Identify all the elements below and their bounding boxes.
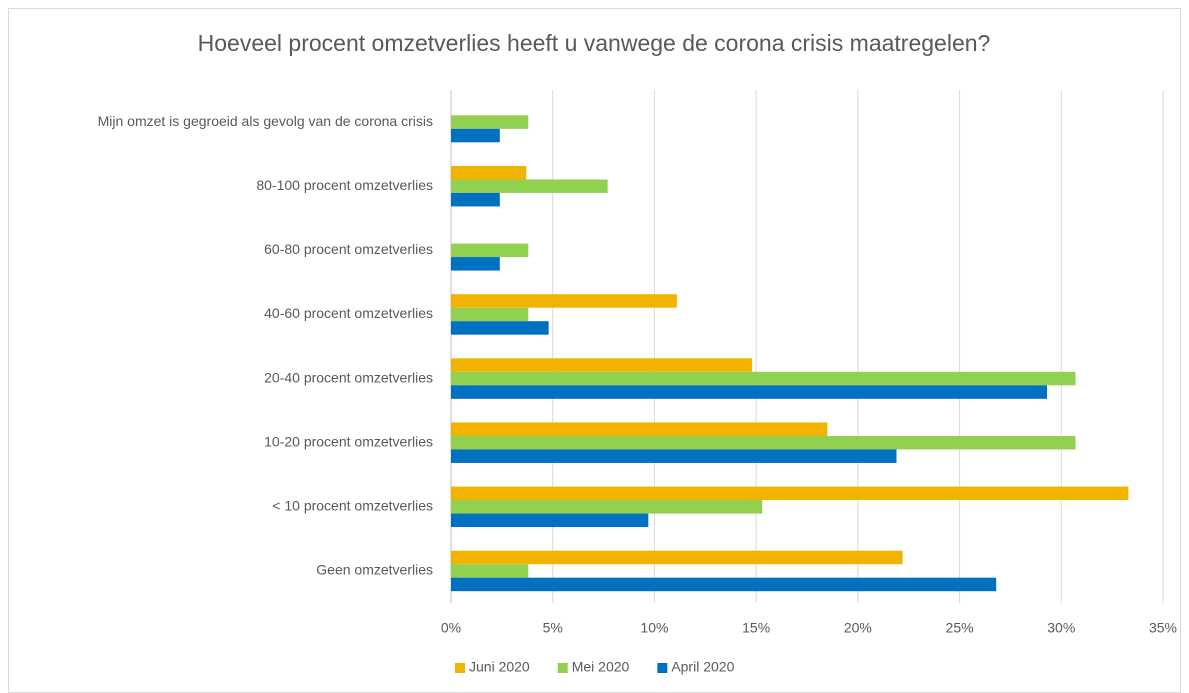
legend-swatch [657, 663, 668, 673]
y-tick-label: Geen omzetverlies [316, 562, 433, 578]
bar [451, 179, 608, 193]
bar [451, 449, 897, 463]
x-tick-label: 30% [1047, 620, 1075, 636]
y-tick-label: 80-100 procent omzetverlies [256, 177, 433, 193]
bar [451, 257, 500, 271]
x-tick-label: 0% [441, 620, 461, 636]
x-tick-label: 20% [844, 620, 872, 636]
legend-label: Mei 2020 [572, 659, 630, 675]
bar [451, 422, 828, 436]
bar [451, 371, 1076, 386]
bar [451, 115, 529, 129]
legend-swatch [557, 663, 568, 673]
bar [451, 307, 529, 322]
bar [451, 294, 677, 308]
bar [451, 435, 1076, 450]
bar [451, 500, 763, 514]
bar [451, 128, 500, 143]
x-tick-label: 35% [1149, 620, 1177, 636]
bar [451, 550, 903, 565]
bar [451, 577, 997, 592]
bar [451, 243, 529, 258]
x-tick-label: 10% [640, 620, 668, 636]
chart-title: Hoeveel procent omzetverlies heeft u van… [198, 30, 991, 56]
bar [451, 564, 529, 578]
legend-label: Juni 2020 [469, 659, 530, 675]
legend-label: April 2020 [671, 659, 734, 675]
x-tick-label: 15% [742, 620, 770, 636]
y-tick-label: Mijn omzet is gegroeid als gevolg van de… [98, 113, 433, 129]
bar [451, 358, 753, 372]
x-tick-label: 5% [543, 620, 563, 636]
y-tick-label: 20-40 procent omzetverlies [264, 369, 433, 385]
y-tick-label: 60-80 procent omzetverlies [264, 241, 433, 257]
legend-swatch [455, 663, 465, 673]
y-tick-label: 40-60 procent omzetverlies [264, 305, 433, 321]
y-tick-label: 10-20 procent omzetverlies [264, 433, 433, 449]
bar [451, 192, 500, 207]
bar [451, 513, 649, 528]
bar [451, 486, 1129, 501]
bar [451, 165, 527, 180]
bar [451, 385, 1048, 399]
y-tick-label: < 10 procent omzetverlies [272, 498, 433, 514]
bar [451, 321, 549, 335]
x-tick-label: 25% [946, 620, 974, 636]
